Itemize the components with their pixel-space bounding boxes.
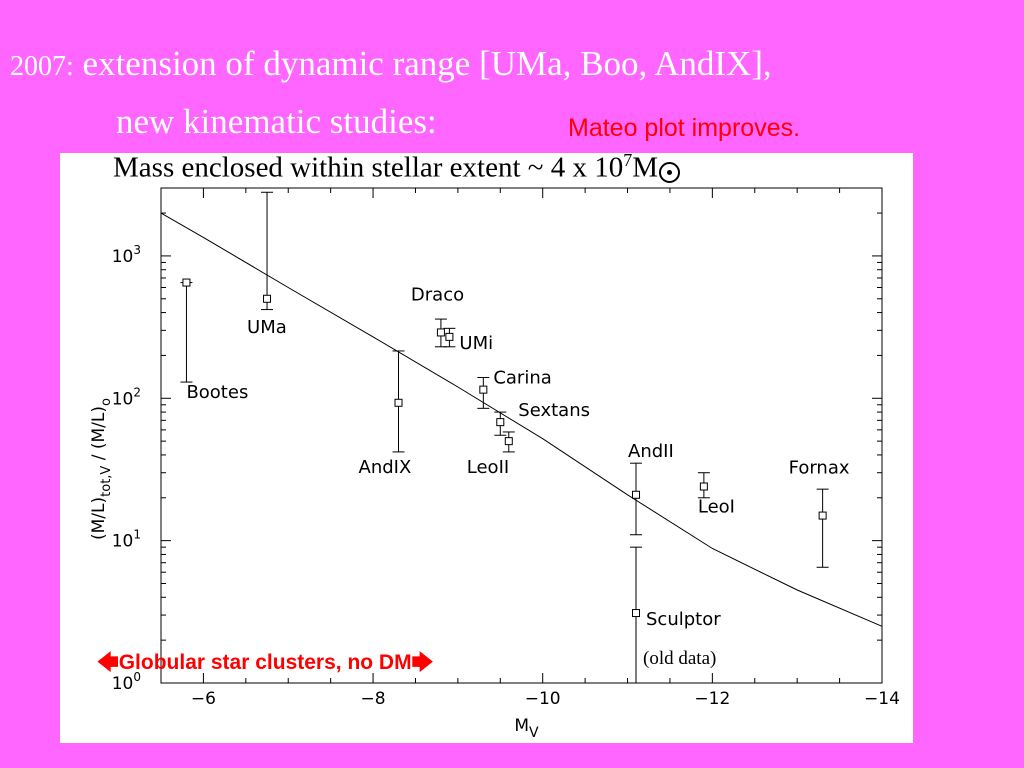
slide-title-line1: 2007: extension of dynamic range [UMa, B…	[10, 44, 772, 84]
mass-exponent: 7	[623, 150, 633, 170]
point-label-AndIX: AndIX	[359, 457, 412, 478]
slide-title-line2: new kinematic studies:	[116, 102, 437, 141]
plot-frame	[160, 187, 883, 684]
old-data-note: (old data)	[643, 648, 717, 669]
data-point-Fornax	[818, 511, 827, 520]
data-point-Bootes	[182, 278, 191, 287]
x-tick-label: −10	[525, 689, 561, 709]
mateo-note: Mateo plot improves.	[568, 114, 801, 142]
point-label-Bootes: Bootes	[186, 382, 248, 403]
data-point-Carina	[479, 385, 488, 394]
title-year: 2007:	[10, 51, 74, 82]
y-tick-label: 102	[112, 385, 141, 409]
point-label-Sextans: Sextans	[518, 400, 590, 421]
point-label-Fornax: Fornax	[789, 458, 850, 479]
globular-note-text: Globular star clusters, no DM	[118, 651, 412, 674]
point-label-AndII: AndII	[628, 441, 674, 462]
y-axis-label: (M/L)tot,V / (M/L)o	[89, 398, 114, 540]
data-point-LeoII	[504, 437, 513, 446]
x-tick-label: −6	[191, 689, 216, 709]
point-label-Sculptor: Sculptor	[646, 609, 721, 630]
point-label-UMa: UMa	[247, 317, 287, 338]
mass-caption: Mass enclosed within stellar extent ~ 4 …	[113, 150, 681, 185]
data-point-LeoI	[699, 482, 708, 491]
data-point-AndIX	[394, 398, 403, 407]
sun-symbol-icon	[659, 161, 681, 183]
x-tick-label: −12	[694, 689, 730, 709]
left-arrow-icon: 🡄	[97, 651, 119, 674]
x-tick-label: −8	[361, 689, 386, 709]
data-point-Sextans	[496, 418, 505, 427]
point-label-LeoII: LeoII	[467, 457, 509, 478]
right-arrow-icon: 🡆	[411, 651, 434, 674]
y-tick-label: 101	[112, 528, 141, 552]
point-label-Draco: Draco	[411, 284, 464, 305]
mass-unit: M	[632, 151, 659, 184]
point-label-LeoI: LeoI	[698, 497, 735, 518]
y-tick-label: 103	[112, 243, 141, 267]
data-point-AndII	[632, 490, 641, 499]
data-point-UMi	[445, 332, 454, 341]
point-label-Carina: Carina	[493, 368, 551, 389]
x-tick-label: −14	[864, 689, 900, 709]
title-text: extension of dynamic range [UMa, Boo, An…	[82, 44, 772, 83]
data-point-UMa	[263, 294, 272, 303]
globular-note: 🡄Globular star clusters, no DM🡆	[97, 648, 433, 683]
chart-panel	[60, 153, 913, 743]
x-axis-label: MV	[514, 716, 539, 741]
data-point-Draco	[436, 328, 445, 337]
point-label-UMi: UMi	[459, 333, 493, 354]
mass-text: Mass enclosed within stellar extent ~ 4 …	[113, 151, 624, 184]
y-tick-label: 100	[112, 670, 141, 694]
data-point-Sculptor	[632, 609, 641, 618]
